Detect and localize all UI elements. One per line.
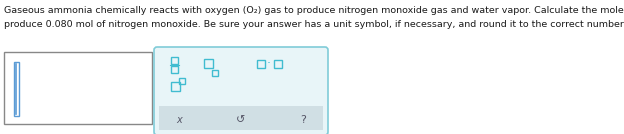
Text: x: x <box>176 115 182 125</box>
FancyBboxPatch shape <box>154 47 328 134</box>
Bar <box>171 57 178 64</box>
Bar <box>212 70 218 76</box>
Bar <box>204 59 213 68</box>
Bar <box>14 62 19 116</box>
Bar <box>179 78 185 84</box>
Text: Gaseous ammonia chemically reacts with oxygen (O₂) gas to produce nitrogen monox: Gaseous ammonia chemically reacts with o… <box>4 6 624 15</box>
Text: ·: · <box>267 57 271 70</box>
Text: produce 0.080 mol of nitrogen monoxide. Be sure your answer has a unit symbol, i: produce 0.080 mol of nitrogen monoxide. … <box>4 20 624 29</box>
Text: ?: ? <box>300 115 306 125</box>
Bar <box>171 66 178 73</box>
Text: ↺: ↺ <box>236 115 246 125</box>
Bar <box>257 60 265 68</box>
Bar <box>171 82 180 91</box>
Bar <box>4 52 152 124</box>
Bar <box>274 60 282 68</box>
Bar <box>159 106 323 130</box>
